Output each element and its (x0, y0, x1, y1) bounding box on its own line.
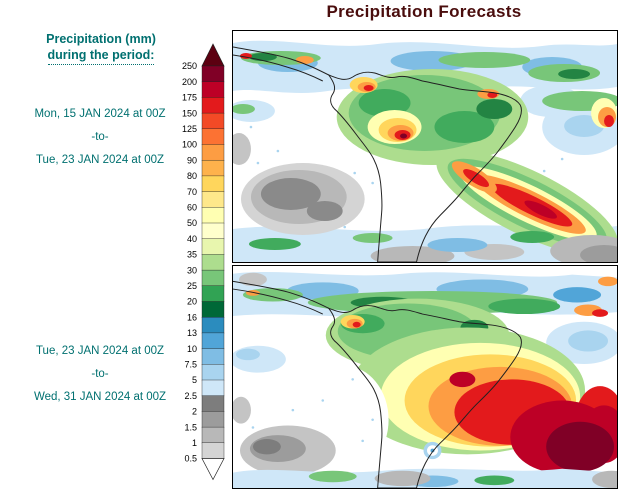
svg-text:2: 2 (192, 407, 197, 417)
forecast-map-week1 (232, 30, 618, 263)
svg-text:10: 10 (187, 344, 197, 354)
svg-text:2.5: 2.5 (184, 391, 197, 401)
period-2-start: Tue, 23 JAN 2024 at 00Z (35, 345, 165, 357)
svg-text:35: 35 (187, 250, 197, 260)
svg-text:80: 80 (187, 171, 197, 181)
svg-text:13: 13 (187, 328, 197, 338)
legend-heading-line1: Precipitation (mm) (46, 32, 156, 46)
svg-text:16: 16 (187, 312, 197, 322)
svg-text:25: 25 (187, 281, 197, 291)
svg-text:7.5: 7.5 (184, 360, 197, 370)
page-title: Precipitation Forecasts (326, 2, 522, 21)
svg-text:0.5: 0.5 (184, 454, 197, 464)
svg-text:60: 60 (187, 203, 197, 213)
legend-heading: Precipitation (mm) during the period: (6, 31, 196, 65)
forecast-map-week2 (232, 265, 618, 489)
period-1-start: Mon, 15 JAN 2024 at 00Z (34, 108, 166, 120)
svg-text:50: 50 (187, 218, 197, 228)
map-week2-graphic (233, 266, 617, 488)
period-2: Tue, 23 JAN 2024 at 00Z -to- Wed, 31 JAN… (2, 340, 198, 409)
svg-text:70: 70 (187, 187, 197, 197)
svg-text:200: 200 (182, 77, 197, 87)
period-1: Mon, 15 JAN 2024 at 00Z -to- Tue, 23 JAN… (2, 103, 198, 172)
period-2-end: Wed, 31 JAN 2024 at 00Z (33, 391, 167, 403)
svg-text:5: 5 (192, 375, 197, 385)
svg-text:175: 175 (182, 93, 197, 103)
svg-text:1.5: 1.5 (184, 422, 197, 432)
svg-text:150: 150 (182, 108, 197, 118)
colorbar: 2502001751501251009080706050403530252016… (182, 43, 225, 481)
svg-text:90: 90 (187, 155, 197, 165)
map-week1-graphic (233, 31, 617, 262)
svg-text:125: 125 (182, 124, 197, 134)
legend-heading-line2: during the period: (47, 47, 155, 65)
svg-text:100: 100 (182, 140, 197, 150)
svg-text:40: 40 (187, 234, 197, 244)
svg-text:30: 30 (187, 265, 197, 275)
svg-text:250: 250 (182, 61, 197, 71)
svg-text:1: 1 (192, 438, 197, 448)
period-1-separator: -to- (91, 131, 109, 143)
period-2-separator: -to- (91, 368, 109, 380)
period-1-end: Tue, 23 JAN 2024 at 00Z (35, 154, 165, 166)
svg-text:20: 20 (187, 297, 197, 307)
